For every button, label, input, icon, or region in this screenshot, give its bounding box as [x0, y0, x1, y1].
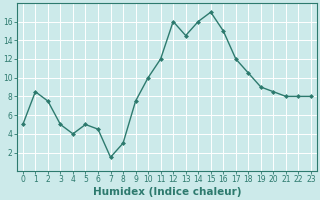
- X-axis label: Humidex (Indice chaleur): Humidex (Indice chaleur): [93, 187, 241, 197]
